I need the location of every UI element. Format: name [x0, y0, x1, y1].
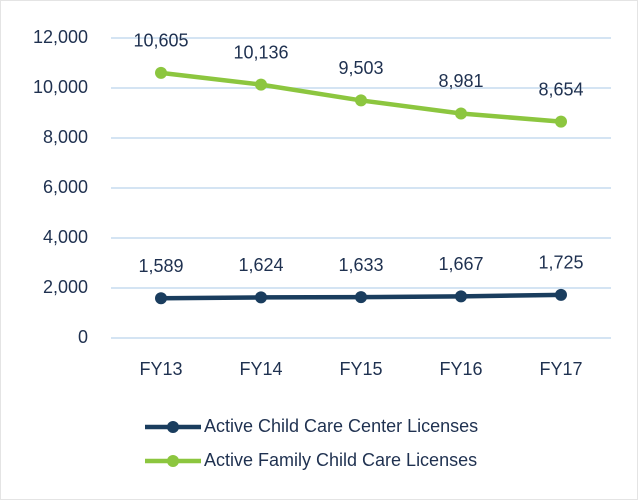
y-tick-label: 0 [78, 327, 88, 347]
data-label: 1,624 [238, 255, 283, 275]
x-tick-label: FY13 [139, 359, 182, 379]
data-label: 1,725 [538, 253, 583, 273]
point [155, 66, 167, 79]
legend-label: Active Child Care Center Licenses [204, 416, 478, 436]
legend-marker [167, 455, 179, 467]
x-tick-label: FY17 [539, 359, 582, 379]
point [455, 107, 467, 120]
y-tick-label: 2,000 [43, 277, 88, 297]
point [355, 94, 367, 107]
legend-marker [167, 421, 179, 433]
point [555, 288, 567, 301]
y-tick-label: 4,000 [43, 227, 88, 247]
point [355, 291, 367, 304]
point [555, 115, 567, 128]
x-tick-label: FY14 [239, 359, 282, 379]
point [455, 290, 467, 303]
legend-label: Active Family Child Care Licenses [204, 450, 477, 470]
data-label: 1,589 [138, 256, 183, 276]
point [255, 78, 267, 91]
data-label: 1,667 [438, 254, 483, 274]
y-tick-label: 10,000 [33, 77, 88, 97]
data-label: 1,633 [338, 255, 383, 275]
data-label: 8,981 [438, 71, 483, 91]
data-label: 9,503 [338, 58, 383, 78]
x-tick-label: FY16 [439, 359, 482, 379]
point [155, 292, 167, 305]
y-tick-label: 12,000 [33, 27, 88, 47]
y-tick-label: 8,000 [43, 127, 88, 147]
y-tick-label: 6,000 [43, 177, 88, 197]
data-label: 10,136 [233, 42, 288, 62]
point [255, 291, 267, 304]
data-label: 10,605 [133, 31, 188, 51]
data-label: 8,654 [538, 79, 583, 99]
x-tick-label: FY15 [339, 359, 382, 379]
